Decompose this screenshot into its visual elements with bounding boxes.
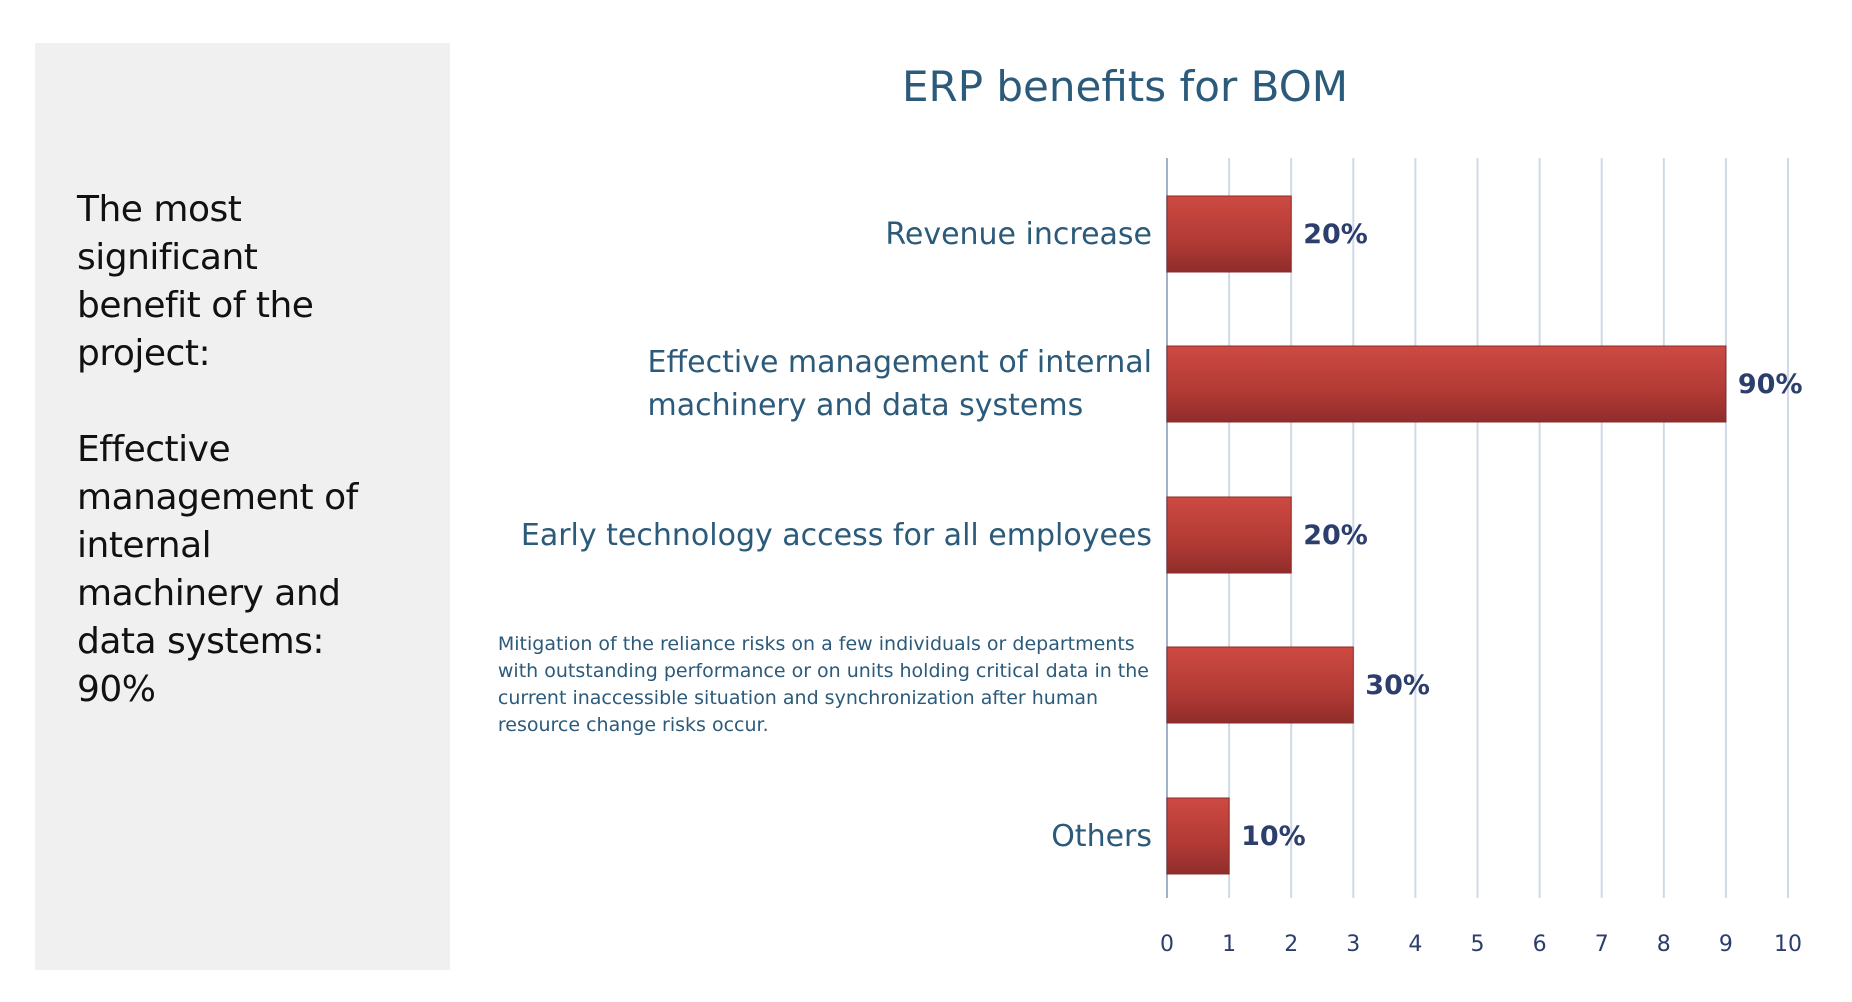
category-label: Revenue increase [885,213,1152,256]
side-highlight-line: machinery and [77,573,341,614]
x-tick-label: 2 [1284,932,1298,957]
x-tick-label: 4 [1408,932,1422,957]
side-heading-line: benefit of the [77,285,314,326]
x-tick-label: 6 [1533,932,1547,957]
side-highlight-line: 90% [77,669,156,710]
x-tick-label: 1 [1222,932,1236,957]
side-highlight-line: management of [77,477,358,518]
category-label-line: Revenue increase [885,216,1152,252]
side-highlight-line: internal [77,525,212,566]
chart-title: ERP benefits for BOM [902,62,1348,111]
side-highlight-line: Effective [77,429,231,470]
side-heading-line: project: [77,333,211,374]
side-panel-heading: The most significant benefit of the project… [77,186,397,378]
side-panel-text: The most significant benefit of the project… [77,186,397,714]
x-tick-label: 9 [1719,932,1733,957]
bar-data-label: 20% [1303,520,1368,551]
bar [1166,195,1292,273]
x-tick-label: 5 [1471,932,1485,957]
category-label: Mitigation of the reliance risks on a fe… [498,631,1149,739]
category-label-line: Early technology access for all employee… [520,517,1152,553]
bar-data-label: 30% [1365,670,1430,701]
side-highlight-line: data systems: [77,621,325,662]
category-label-line: Others [1051,818,1152,854]
category-label: Others [1051,815,1152,858]
x-tick-label: 7 [1595,932,1609,957]
side-panel-highlight: Effective management of internal machinery … [77,426,397,714]
bar-data-label: 10% [1241,821,1306,852]
bar [1166,496,1292,574]
x-tick-label: 8 [1657,932,1671,957]
x-tick-label: 10 [1774,932,1802,957]
category-label-line: Effective management of internal [647,345,1152,380]
x-tick-label: 0 [1160,932,1174,957]
bar-data-label: 90% [1738,369,1803,400]
bar-data-label: 20% [1303,219,1368,250]
bar [1166,797,1230,875]
category-label-line: Mitigation of the reliance risks on a fe… [497,633,1135,655]
category-label-line: with outstanding performance or on units… [497,660,1149,682]
side-heading-line: significant [77,237,258,278]
side-heading-line: The most [77,189,242,230]
category-label: Effective management of internal machiner… [648,341,1152,427]
bar [1166,646,1354,724]
category-label-line: current inaccessible situation and synch… [497,687,1099,709]
x-tick-label: 3 [1346,932,1360,957]
category-label: Early technology access for all employee… [521,514,1152,557]
category-label-line: resource change risks occur. [497,714,769,736]
bar [1166,345,1727,423]
category-label-line: machinery and data systems [647,388,1084,423]
side-panel [35,43,450,970]
